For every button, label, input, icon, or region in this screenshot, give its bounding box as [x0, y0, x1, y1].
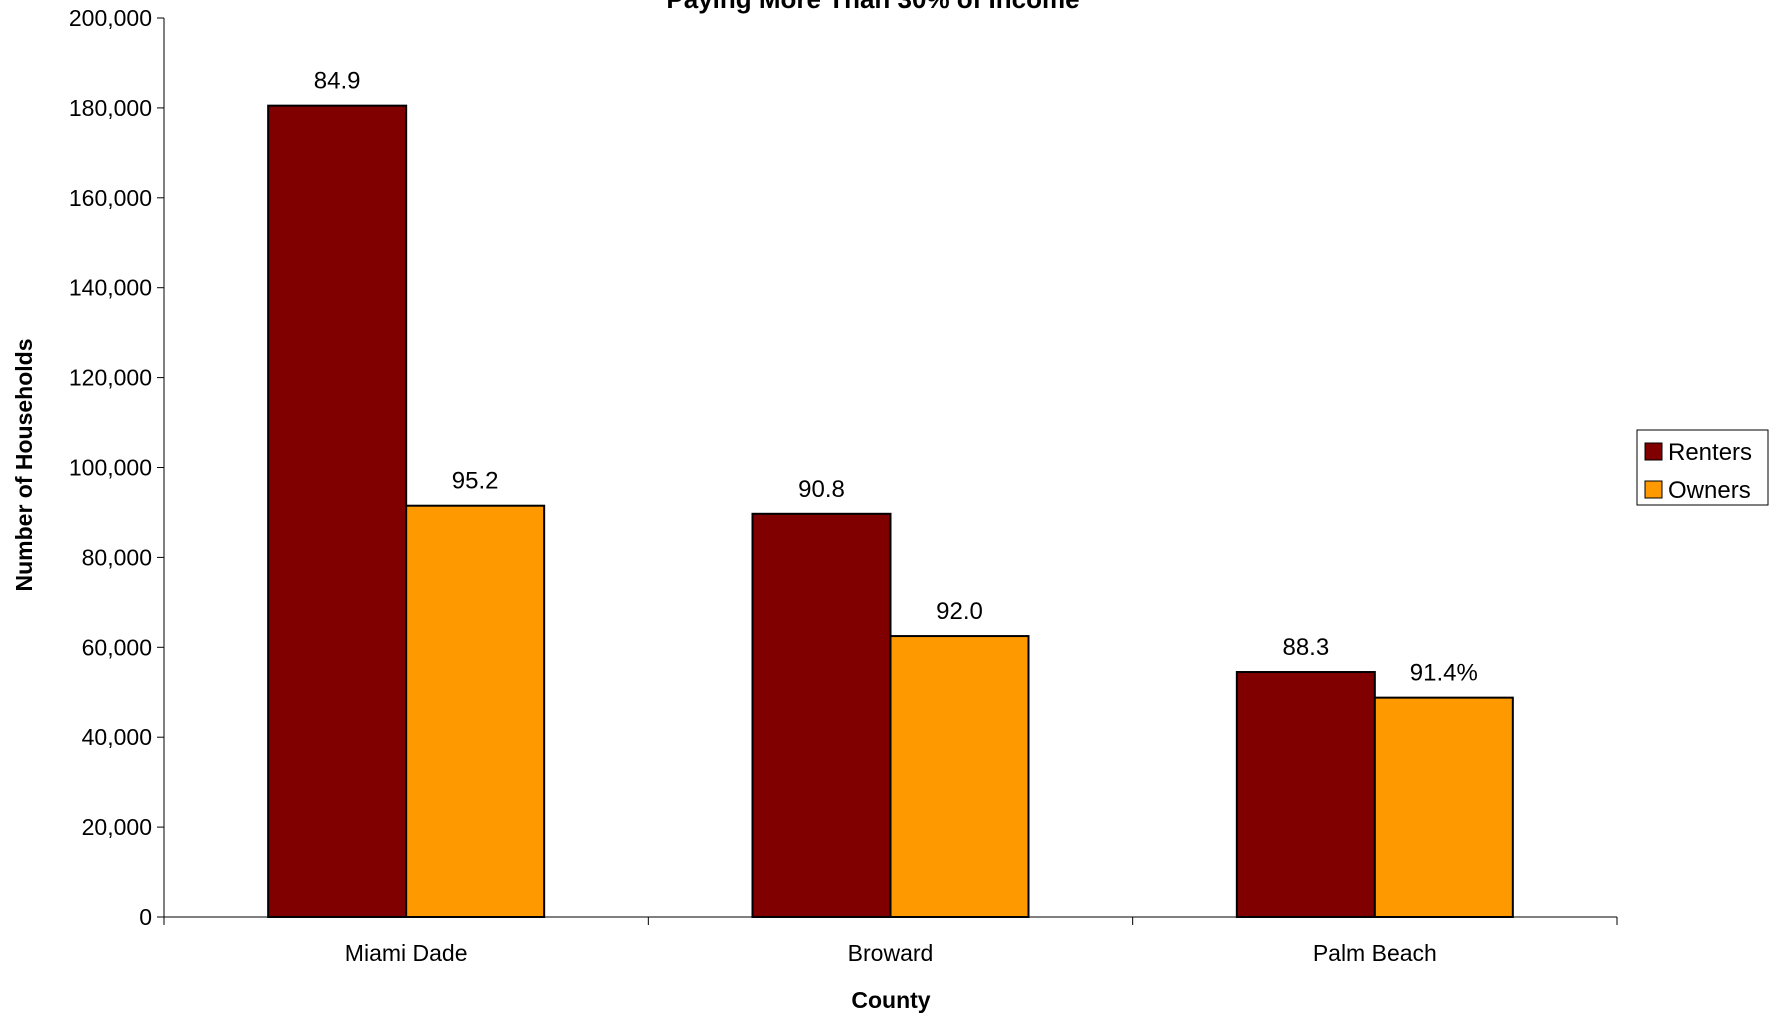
- legend-swatch-owners: [1644, 480, 1663, 499]
- y-tick-label: 140,000: [69, 275, 152, 301]
- y-tick-label: 20,000: [82, 814, 152, 840]
- legend-label-renters: Renters: [1668, 439, 1752, 466]
- plot-area: 0 20,000 40,000 60,000 80,000 100,000 120,000 1…: [69, 5, 1618, 966]
- legend-swatch-renters: [1644, 442, 1663, 461]
- data-label: 92.0: [936, 598, 983, 625]
- legend: Renters Owners: [1636, 429, 1769, 506]
- y-tick-label: 100,000: [69, 455, 152, 481]
- x-tick-label: Palm Beach: [1313, 940, 1437, 966]
- y-tick-label: 80,000: [82, 544, 152, 570]
- y-tick-label: 60,000: [82, 634, 152, 660]
- bar-owners-broward: [889, 635, 1030, 918]
- y-tick-label: 160,000: [69, 185, 152, 211]
- x-tick-label: Miami Dade: [345, 940, 468, 966]
- bar-owners-palm-beach: [1373, 696, 1514, 918]
- data-label: 90.8: [798, 476, 845, 503]
- x-tick-label: Broward: [848, 940, 934, 966]
- x-axis-title: County: [851, 987, 930, 1013]
- bar-renters-miami-dade: [267, 104, 408, 918]
- y-tick-label: 120,000: [69, 365, 152, 391]
- data-label: 95.2: [452, 468, 499, 495]
- y-axis-title: Number of Households: [11, 338, 37, 591]
- y-tick-label: 40,000: [82, 724, 152, 750]
- chart-title: Paying More Than 30% of Income: [666, 0, 1079, 14]
- legend-label-owners: Owners: [1668, 477, 1751, 504]
- data-label: 84.9: [314, 68, 361, 95]
- y-tick-label: 0: [139, 904, 152, 930]
- bar-renters-broward: [751, 512, 892, 919]
- data-label: 88.3: [1282, 634, 1329, 661]
- bar-owners-miami-dade: [405, 504, 546, 918]
- data-label: 91.4%: [1410, 660, 1478, 687]
- y-tick-label: 200,000: [69, 5, 152, 31]
- y-tick-label: 180,000: [69, 95, 152, 121]
- bar-renters-palm-beach: [1235, 671, 1376, 919]
